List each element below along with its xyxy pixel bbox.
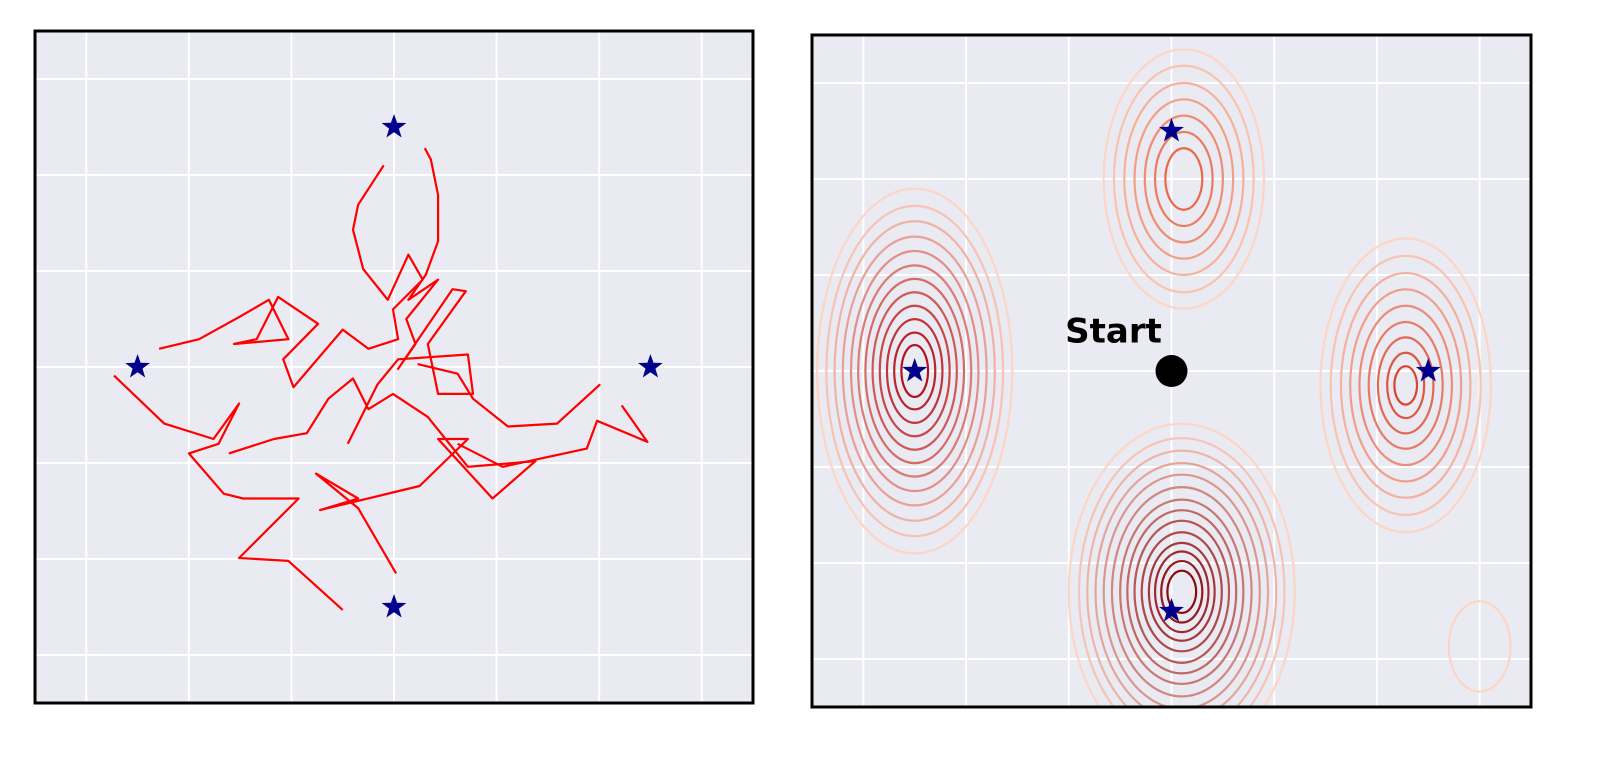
target-star	[1415, 358, 1441, 382]
contour-line	[1319, 237, 1493, 534]
target-star	[638, 354, 663, 378]
contour-line	[900, 343, 930, 399]
contour-line	[816, 187, 1014, 555]
contour-line	[1086, 449, 1278, 707]
contour-line	[1102, 48, 1266, 310]
contour-line	[1164, 147, 1204, 211]
panel	[33, 29, 755, 705]
contour-line	[1094, 462, 1270, 707]
contour-line	[849, 249, 980, 493]
plot-area	[816, 48, 1512, 707]
contour-line	[1133, 98, 1235, 260]
start-label: Start	[1065, 312, 1162, 352]
contour-line	[1153, 130, 1214, 228]
contour-line	[1123, 81, 1245, 277]
contour-line	[1339, 271, 1472, 499]
contour-line	[893, 331, 937, 411]
contour-line	[1153, 550, 1210, 634]
start-point	[1155, 355, 1188, 387]
contour-line	[1112, 64, 1255, 294]
contour-line	[1166, 569, 1198, 615]
contour-line	[1393, 365, 1419, 406]
contour-line	[885, 318, 944, 424]
contour-line	[1147, 541, 1216, 642]
contour-line	[864, 277, 966, 465]
contour-line	[1160, 559, 1204, 624]
contour-line	[1329, 254, 1482, 517]
contour-line	[1126, 509, 1238, 675]
panel: Start	[810, 33, 1533, 709]
contour-line	[857, 264, 973, 478]
contour-line	[1349, 288, 1463, 483]
target-star	[1159, 118, 1184, 142]
contour-line	[1119, 498, 1245, 686]
contour-line	[1110, 486, 1253, 698]
contour-line	[841, 235, 988, 507]
plot-frame	[33, 29, 755, 705]
contour-line	[1367, 320, 1444, 450]
contour-line	[1133, 519, 1231, 664]
contour-line	[1077, 437, 1286, 707]
contour-line	[1140, 531, 1223, 653]
contour-line	[1358, 304, 1454, 467]
plot-area	[113, 114, 663, 618]
contour-line	[833, 220, 996, 522]
target-star	[381, 594, 407, 618]
contour-line	[1386, 351, 1426, 420]
target-star	[1159, 598, 1184, 622]
plot-frame	[810, 33, 1533, 709]
contour-line	[1143, 114, 1224, 244]
contour-line	[825, 204, 1005, 538]
target-star	[125, 354, 150, 378]
target-star	[902, 358, 928, 382]
trajectory-line	[113, 147, 649, 611]
contour-line	[1447, 600, 1512, 693]
contour-line	[1102, 473, 1261, 707]
target-star	[381, 114, 407, 138]
contour-line	[878, 304, 951, 438]
contour-line	[871, 291, 958, 451]
contour-line	[1067, 422, 1296, 707]
contour-line	[1376, 336, 1435, 435]
